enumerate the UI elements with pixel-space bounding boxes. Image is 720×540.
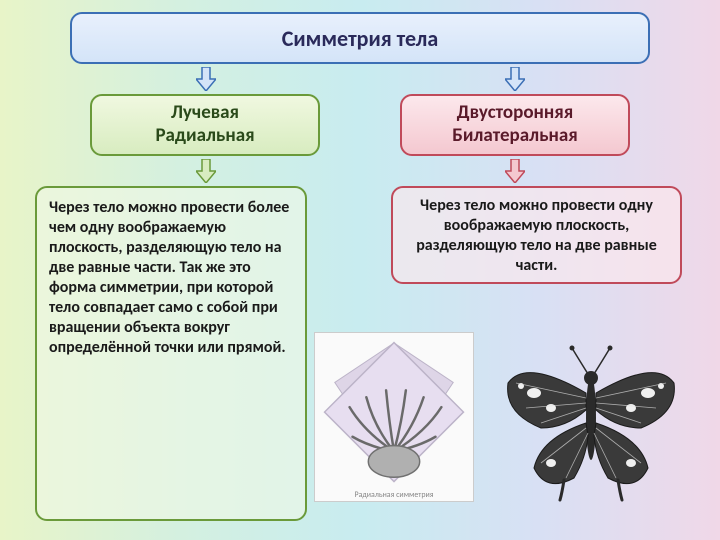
caption-radial: Радиальная симметрия [355, 490, 434, 500]
arrow-down-left2 [196, 159, 216, 183]
type-label-left: Лучевая Радиальная [155, 102, 254, 148]
desc-box-left: Через тело можно провести более чем одну… [35, 186, 307, 521]
arrow-down-left [196, 67, 216, 91]
type-label-right: Двусторонняя Билатеральная [452, 102, 577, 148]
desc-text-right: Через тело можно провести одну воображае… [416, 196, 657, 275]
desc-box-right: Через тело можно провести одну воображае… [391, 186, 682, 284]
type-box-left: Лучевая Радиальная [90, 94, 320, 156]
arrow-down-right2 [505, 159, 525, 183]
desc-text-left: Через тело можно провести более чем одну… [49, 198, 289, 357]
type-box-right: Двусторонняя Билатеральная [400, 94, 630, 156]
title-box: Симметрия тела [70, 12, 650, 64]
image-radial: Радиальная симметрия [314, 332, 474, 502]
title-text: Симметрия тела [282, 25, 438, 52]
image-bilateral [496, 328, 686, 503]
arrow-down-right [505, 67, 525, 91]
